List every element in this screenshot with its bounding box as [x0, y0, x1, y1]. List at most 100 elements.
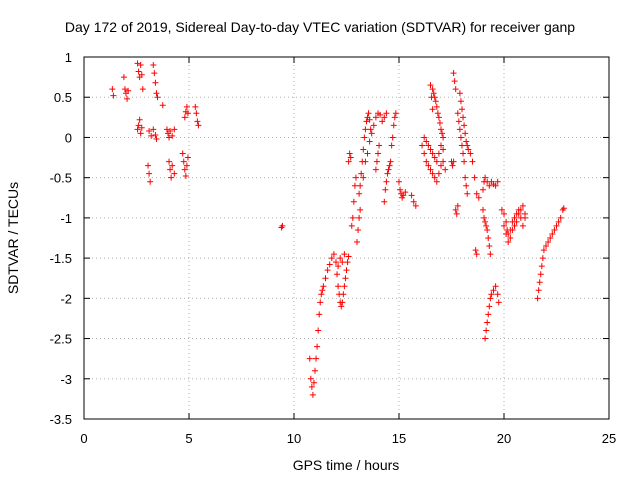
data-point — [509, 226, 516, 233]
data-point — [484, 319, 491, 326]
data-point — [148, 132, 155, 139]
data-point — [124, 95, 131, 102]
data-point — [320, 283, 327, 290]
data-point — [357, 206, 364, 213]
data-point — [507, 235, 514, 241]
data-point — [457, 134, 464, 141]
data-point — [427, 82, 434, 89]
data-point — [180, 158, 187, 165]
data-point — [344, 259, 351, 266]
data-point — [136, 116, 143, 123]
data-point — [434, 110, 441, 117]
data-point — [313, 355, 320, 362]
data-point — [501, 222, 507, 229]
data-point — [135, 122, 142, 129]
data-point — [543, 243, 549, 250]
data-point — [469, 158, 476, 165]
y-tick-label: 0 — [65, 130, 72, 145]
data-point — [419, 142, 426, 149]
data-point — [354, 239, 360, 246]
data-point — [171, 170, 178, 177]
data-point — [373, 158, 380, 165]
data-point — [341, 283, 348, 290]
data-point — [481, 214, 488, 221]
data-point — [459, 106, 465, 113]
data-point — [134, 60, 141, 67]
data-point — [326, 261, 333, 268]
data-point — [339, 259, 346, 266]
data-point — [343, 267, 350, 274]
data-point — [346, 150, 353, 157]
data-point — [121, 86, 128, 93]
data-point — [408, 192, 415, 199]
data-point — [150, 62, 157, 69]
data-point — [522, 210, 528, 217]
data-point — [340, 291, 347, 298]
data-point — [438, 126, 444, 133]
data-point — [535, 287, 542, 294]
data-point — [450, 158, 457, 165]
data-point — [310, 379, 317, 386]
data-point — [461, 158, 468, 165]
data-point — [511, 214, 518, 221]
data-point — [454, 110, 461, 117]
data-point — [361, 134, 368, 141]
data-point — [309, 391, 316, 398]
data-point — [475, 194, 482, 201]
data-point — [480, 186, 486, 193]
data-point — [125, 87, 132, 94]
x-tick-label: 25 — [602, 431, 616, 446]
data-point — [553, 222, 560, 229]
data-point — [388, 142, 395, 149]
data-point — [349, 214, 356, 221]
data-point — [370, 122, 377, 129]
data-point — [423, 158, 430, 165]
data-point — [381, 198, 388, 205]
data-point — [279, 222, 286, 229]
data-point — [159, 102, 166, 109]
data-point — [472, 247, 479, 254]
data-point — [195, 122, 202, 129]
y-axis-label: SDTVAR / TECUs — [5, 182, 21, 294]
data-point — [519, 222, 526, 229]
data-point — [453, 210, 460, 217]
data-point — [433, 103, 440, 110]
data-point — [540, 247, 547, 254]
data-point — [438, 142, 444, 149]
data-point — [462, 174, 469, 181]
data-point — [181, 114, 188, 121]
x-tick-label: 20 — [497, 431, 511, 446]
data-point — [338, 303, 345, 310]
data-points — [109, 60, 567, 398]
data-point — [557, 214, 564, 221]
data-point — [396, 178, 402, 185]
data-point — [308, 383, 315, 390]
data-point — [495, 299, 502, 306]
data-point — [435, 114, 442, 121]
data-point — [167, 166, 174, 173]
data-point — [192, 103, 199, 110]
data-point — [429, 150, 436, 157]
data-point — [454, 202, 461, 209]
data-point — [389, 134, 396, 141]
data-point — [494, 291, 501, 298]
data-point — [375, 150, 381, 157]
data-point — [482, 218, 489, 225]
data-point — [110, 92, 117, 99]
data-point — [390, 122, 397, 129]
data-point — [450, 70, 457, 77]
data-point — [335, 283, 342, 290]
data-point — [356, 190, 363, 197]
data-point — [151, 70, 158, 77]
data-point — [163, 126, 170, 133]
x-tick-label: 10 — [287, 431, 301, 446]
data-point — [328, 255, 335, 262]
data-point — [312, 367, 318, 374]
data-point — [351, 182, 358, 189]
data-point — [473, 251, 480, 258]
data-point — [337, 255, 344, 262]
data-point — [538, 263, 545, 270]
data-point — [360, 146, 367, 153]
data-point — [362, 126, 369, 133]
